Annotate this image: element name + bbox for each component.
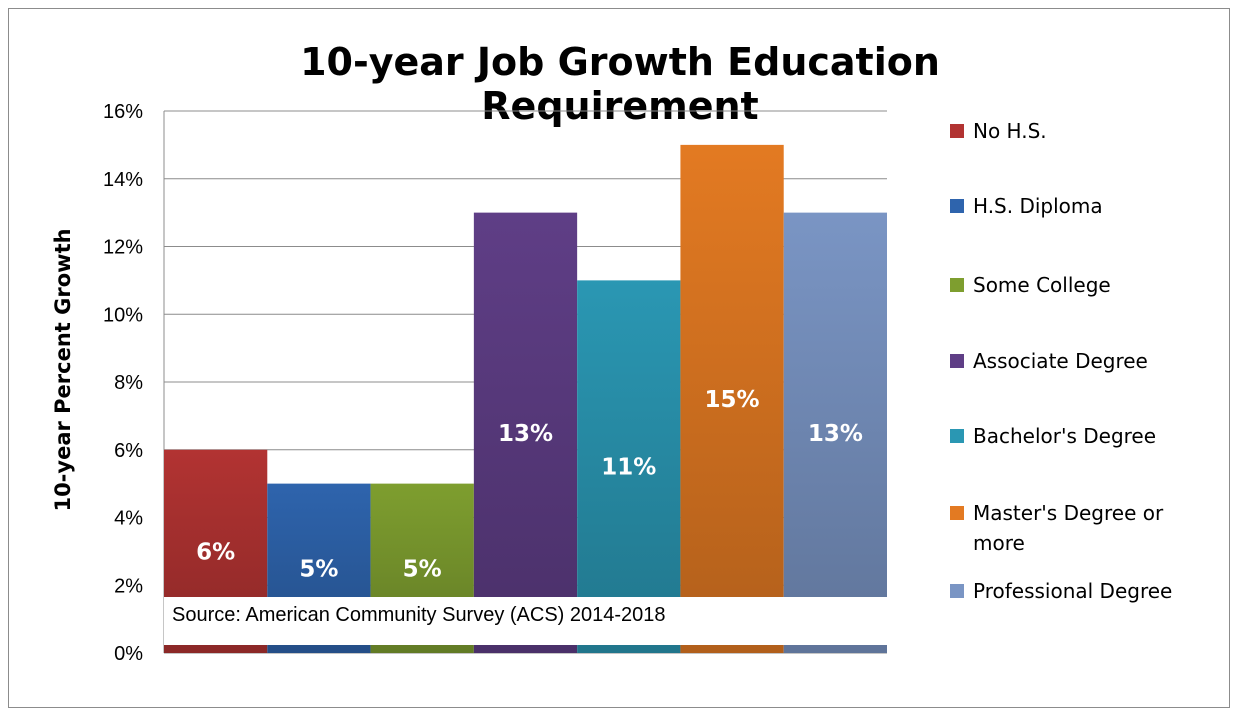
legend-label: No H.S. bbox=[973, 119, 1047, 143]
y-tick-label: 8% bbox=[114, 372, 143, 394]
legend-label: H.S. Diploma bbox=[973, 194, 1103, 218]
legend-label: Professional Degree bbox=[973, 579, 1172, 603]
y-tick-label: 16% bbox=[103, 101, 143, 123]
y-axis-label: 10-year Percent Growth bbox=[51, 228, 75, 511]
legend-swatch bbox=[950, 506, 964, 520]
data-label: 5% bbox=[299, 556, 338, 582]
bar-6 bbox=[680, 144, 784, 653]
legend-swatch bbox=[950, 429, 964, 443]
data-label: 5% bbox=[403, 556, 442, 582]
y-tick-label: 12% bbox=[103, 237, 143, 259]
bars bbox=[164, 144, 887, 653]
y-axis-ticks: 0% 2% 4% 6% 8% 10% 12% 14% 16% bbox=[103, 101, 143, 665]
legend-swatch bbox=[950, 278, 964, 292]
y-tick-label: 4% bbox=[114, 508, 143, 530]
legend-swatch bbox=[950, 354, 964, 368]
bar-7 bbox=[783, 212, 887, 653]
legend-label: Some College bbox=[973, 273, 1111, 297]
source-annotation: Source: American Community Survey (ACS) … bbox=[172, 604, 666, 626]
legend-swatch bbox=[950, 584, 964, 598]
y-tick-label: 2% bbox=[114, 575, 143, 597]
y-tick-label: 14% bbox=[103, 169, 143, 191]
data-label: 6% bbox=[196, 539, 235, 565]
legend-label: Master's Degree or more bbox=[973, 501, 1164, 555]
data-label: 13% bbox=[498, 421, 553, 447]
source-band bbox=[164, 597, 887, 645]
legend: No H.S. H.S. Diploma Some College Associate… bbox=[950, 119, 1172, 603]
bar-4 bbox=[473, 212, 578, 653]
y-tick-label: 10% bbox=[103, 304, 143, 326]
y-tick-label: 0% bbox=[114, 643, 143, 665]
legend-label: Bachelor's Degree bbox=[973, 424, 1156, 448]
data-label: 11% bbox=[601, 455, 656, 481]
y-tick-label: 6% bbox=[114, 440, 143, 462]
legend-swatch bbox=[950, 199, 964, 213]
data-label: 13% bbox=[808, 421, 863, 447]
data-label: 15% bbox=[705, 387, 760, 413]
chart-title: 10-year Job Growth Education Requirement bbox=[300, 40, 940, 128]
legend-swatch bbox=[950, 124, 964, 138]
bar-5 bbox=[577, 280, 681, 653]
data-labels: 6% 5% 5% 13% 11% 15% 13% bbox=[196, 387, 863, 582]
legend-label: Associate Degree bbox=[973, 349, 1148, 373]
